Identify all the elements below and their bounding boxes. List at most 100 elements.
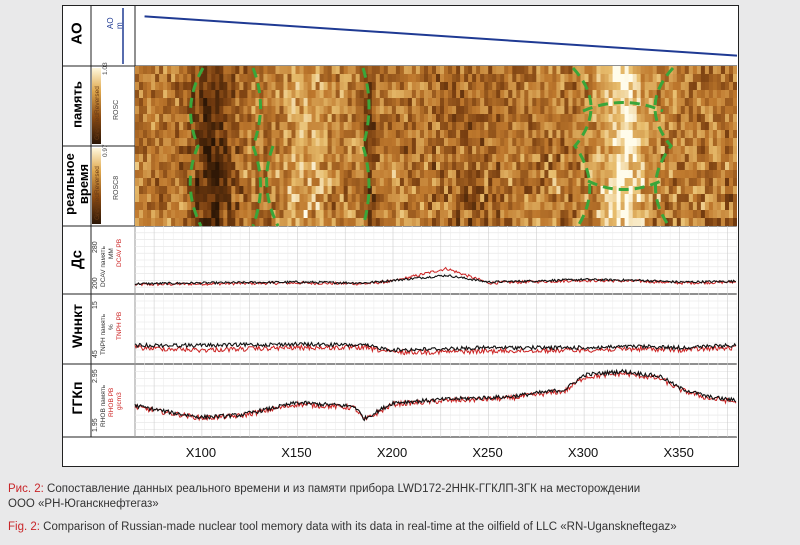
image-cell <box>492 210 497 219</box>
image-cell <box>319 154 325 163</box>
image-cell <box>411 178 417 187</box>
image-cell <box>347 162 353 171</box>
image-cell <box>644 82 650 91</box>
image-cell <box>171 82 176 91</box>
image-cell <box>175 218 180 226</box>
image-cell <box>227 186 232 195</box>
image-cell <box>243 74 248 83</box>
image-cell <box>588 66 594 75</box>
image-cell <box>460 202 465 211</box>
image-cell <box>235 130 240 139</box>
image-cell <box>391 154 397 163</box>
image-cell <box>327 82 333 91</box>
image-cell <box>247 98 252 107</box>
image-cell <box>183 210 188 219</box>
image-cell <box>151 146 156 155</box>
image-cell <box>696 210 702 219</box>
image-cell <box>335 114 341 123</box>
image-cell <box>263 210 268 219</box>
image-cell <box>624 218 630 226</box>
image-cell <box>375 178 381 187</box>
image-cell <box>552 90 557 99</box>
image-cell <box>267 178 272 187</box>
image-cell <box>540 202 545 211</box>
image-cell <box>203 130 208 139</box>
image-cell <box>548 186 553 195</box>
image-cell <box>660 170 666 179</box>
image-cell <box>243 138 248 146</box>
image-cell <box>295 210 301 219</box>
image-cell <box>520 202 525 211</box>
image-cell <box>227 130 232 139</box>
image-cell <box>231 170 236 179</box>
image-cell <box>696 138 702 146</box>
image-cell <box>696 202 702 211</box>
image-cell <box>159 154 164 163</box>
image-cell <box>424 90 429 99</box>
image-cell <box>195 74 200 83</box>
image-cell <box>275 218 281 226</box>
image-cell <box>648 146 654 155</box>
image-cell <box>363 170 369 179</box>
image-cell <box>484 106 489 115</box>
image-cell <box>147 202 152 211</box>
image-cell <box>187 130 192 139</box>
image-cell <box>227 138 232 146</box>
image-cell <box>387 202 393 211</box>
image-cell <box>712 106 718 115</box>
image-cell <box>496 186 501 195</box>
image-cell <box>247 154 252 163</box>
image-cell <box>207 178 212 187</box>
image-cell <box>684 82 690 91</box>
image-cell <box>560 98 565 107</box>
image-cell <box>568 186 573 195</box>
image-cell <box>604 122 610 131</box>
image-cell <box>203 82 208 91</box>
image-cell <box>203 90 208 99</box>
image-cell <box>500 66 505 75</box>
image-cell <box>556 114 561 123</box>
image-cell <box>704 162 710 171</box>
image-cell <box>259 106 264 115</box>
image-cell <box>139 66 144 75</box>
image-cell <box>700 186 706 195</box>
image-cell <box>524 66 529 75</box>
image-cell <box>207 130 212 139</box>
image-cell <box>608 210 614 219</box>
image-cell <box>227 98 232 107</box>
image-cell <box>411 138 417 146</box>
rhob-memory-curve <box>134 368 737 422</box>
image-cell <box>733 130 737 139</box>
image-cell <box>227 114 232 123</box>
image-cell <box>343 178 349 187</box>
image-cell <box>660 218 666 226</box>
image-cell <box>363 146 369 155</box>
image-cell <box>419 186 425 195</box>
image-cell <box>476 154 481 163</box>
image-cell <box>291 178 297 187</box>
image-cell <box>335 194 341 203</box>
image-cell <box>187 82 192 91</box>
image-cell <box>187 98 192 107</box>
image-cell <box>371 154 377 163</box>
image-cell <box>411 170 417 179</box>
image-cell <box>247 130 252 139</box>
image-cell <box>135 154 140 163</box>
image-cell <box>207 82 212 91</box>
image-cell <box>460 114 465 123</box>
image-cell <box>383 146 389 155</box>
image-cell <box>688 162 694 171</box>
image-cell <box>448 122 453 131</box>
image-cell <box>403 210 409 219</box>
image-cell <box>668 146 674 155</box>
image-cell <box>299 82 305 91</box>
image-cell <box>725 130 730 139</box>
image-cell <box>729 122 734 131</box>
image-cell <box>488 74 493 83</box>
image-cell <box>339 82 345 91</box>
image-cell <box>512 194 517 203</box>
image-cell <box>672 90 678 99</box>
image-cell <box>452 154 457 163</box>
image-cell <box>219 186 224 195</box>
image-cell <box>588 194 594 203</box>
